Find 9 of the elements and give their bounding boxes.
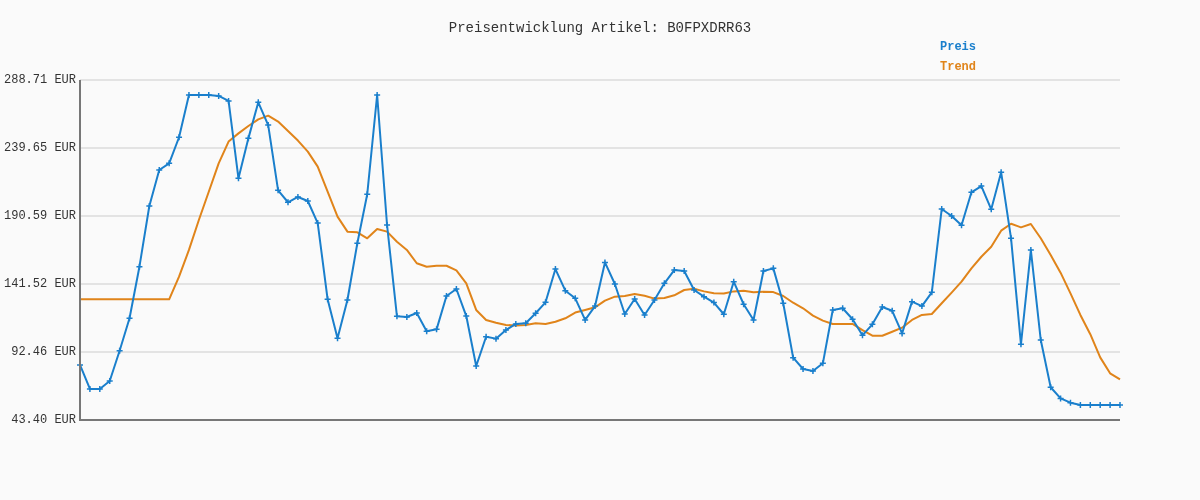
text: Preis xyxy=(940,40,977,55)
y-tick-label: 239.65 EUR xyxy=(3,141,76,156)
text: Trend xyxy=(940,60,977,75)
y-tick-label: 190.59 EUR xyxy=(3,209,76,224)
y-tick-label: 43.40 EUR xyxy=(11,413,76,428)
chart-title: Preisentwicklung Artikel: B0FPXDRR63 xyxy=(448,19,752,36)
y-tick-label: 92.46 EUR xyxy=(11,345,76,360)
y-tick-label: 141.52 EUR xyxy=(3,277,76,292)
y-tick-label: 288.71 EUR xyxy=(3,73,76,88)
